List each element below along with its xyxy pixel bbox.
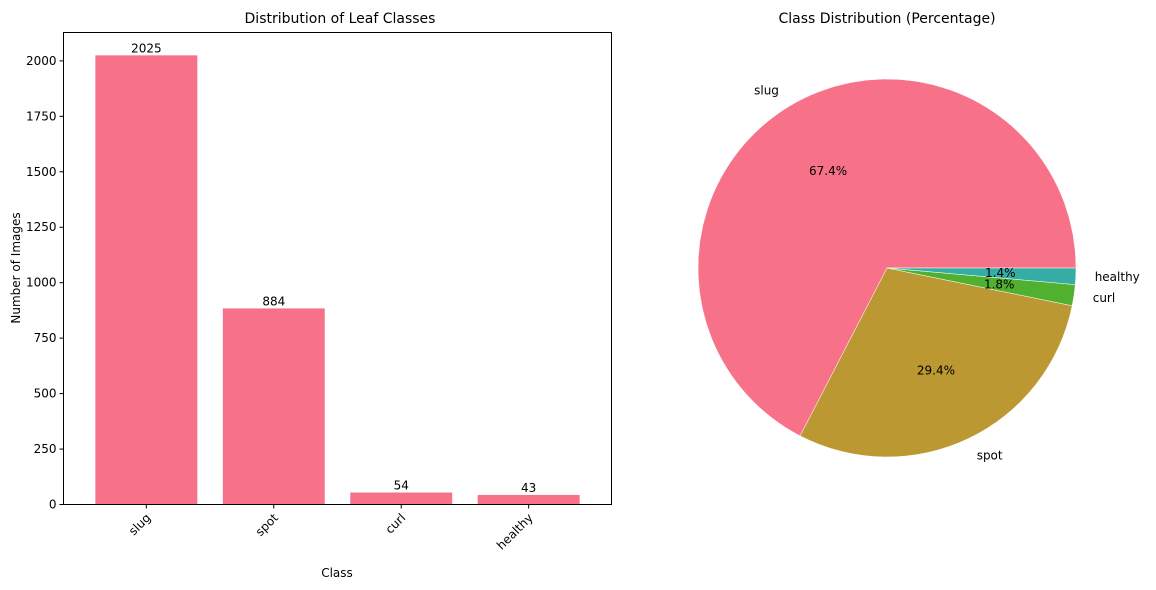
pie-percent-label: 1.4% bbox=[985, 266, 1016, 280]
pie-wedge-slug bbox=[697, 78, 1077, 437]
bar-chart-title: Distribution of Leaf Classes bbox=[245, 11, 436, 27]
pie-percent-label: 1.8% bbox=[984, 277, 1015, 291]
y-tick-label: 1250 bbox=[26, 220, 57, 234]
bar-spot bbox=[222, 308, 325, 505]
bar-value-label: 884 bbox=[262, 294, 285, 308]
x-tick-label: spot bbox=[253, 511, 281, 539]
bar-value-label: 2025 bbox=[131, 41, 162, 55]
bars: 2025 884 54 43 bbox=[95, 41, 580, 505]
bar-curl bbox=[350, 492, 453, 505]
bar-healthy bbox=[477, 494, 580, 505]
pie-chart-title: Class Distribution (Percentage) bbox=[778, 11, 995, 27]
bar-slug bbox=[95, 55, 198, 505]
y-tick-label: 1500 bbox=[26, 165, 57, 179]
y-axis-ticks: 0 250 500 750 1000 1250 1500 1750 2000 bbox=[26, 54, 64, 512]
pie-chart: Class Distribution (Percentage) slug 67.4… bbox=[697, 11, 1140, 463]
x-axis-ticks: slug spot curl healthy bbox=[126, 504, 536, 553]
y-tick-label: 750 bbox=[34, 331, 57, 345]
pie-labels: slug 67.4% spot 29.4% curl 1.8% healthy 1.4% bbox=[754, 83, 1140, 462]
x-tick-label: slug bbox=[126, 511, 153, 538]
y-tick-label: 2000 bbox=[26, 54, 57, 68]
pie-category-label: spot bbox=[977, 449, 1003, 463]
y-tick-label: 250 bbox=[34, 442, 57, 456]
y-axis-label: Number of Images bbox=[9, 212, 23, 323]
pie-percent-label: 67.4% bbox=[809, 164, 847, 178]
x-tick-label: curl bbox=[383, 511, 409, 537]
pie-wedge-healthy bbox=[886, 267, 1077, 285]
pie-category-label: slug bbox=[754, 83, 779, 97]
pie-category-label: healthy bbox=[1095, 270, 1140, 284]
x-axis-label: Class bbox=[321, 566, 353, 580]
y-tick-label: 0 bbox=[49, 498, 57, 512]
y-tick-label: 1750 bbox=[26, 109, 57, 123]
bar-chart: Distribution of Leaf Classes 0 250 500 750 1… bbox=[9, 11, 612, 580]
y-tick-label: 500 bbox=[34, 387, 57, 401]
pie-category-label: curl bbox=[1093, 291, 1115, 305]
bar-value-label: 43 bbox=[521, 481, 536, 495]
x-tick-label: healthy bbox=[494, 511, 536, 553]
pie-wedges bbox=[697, 78, 1077, 458]
bar-value-label: 54 bbox=[394, 479, 409, 493]
pie-wedge-spot bbox=[799, 267, 1073, 458]
pie-percent-label: 29.4% bbox=[917, 363, 955, 377]
y-tick-label: 1000 bbox=[26, 276, 57, 290]
axes-frame bbox=[63, 32, 612, 505]
